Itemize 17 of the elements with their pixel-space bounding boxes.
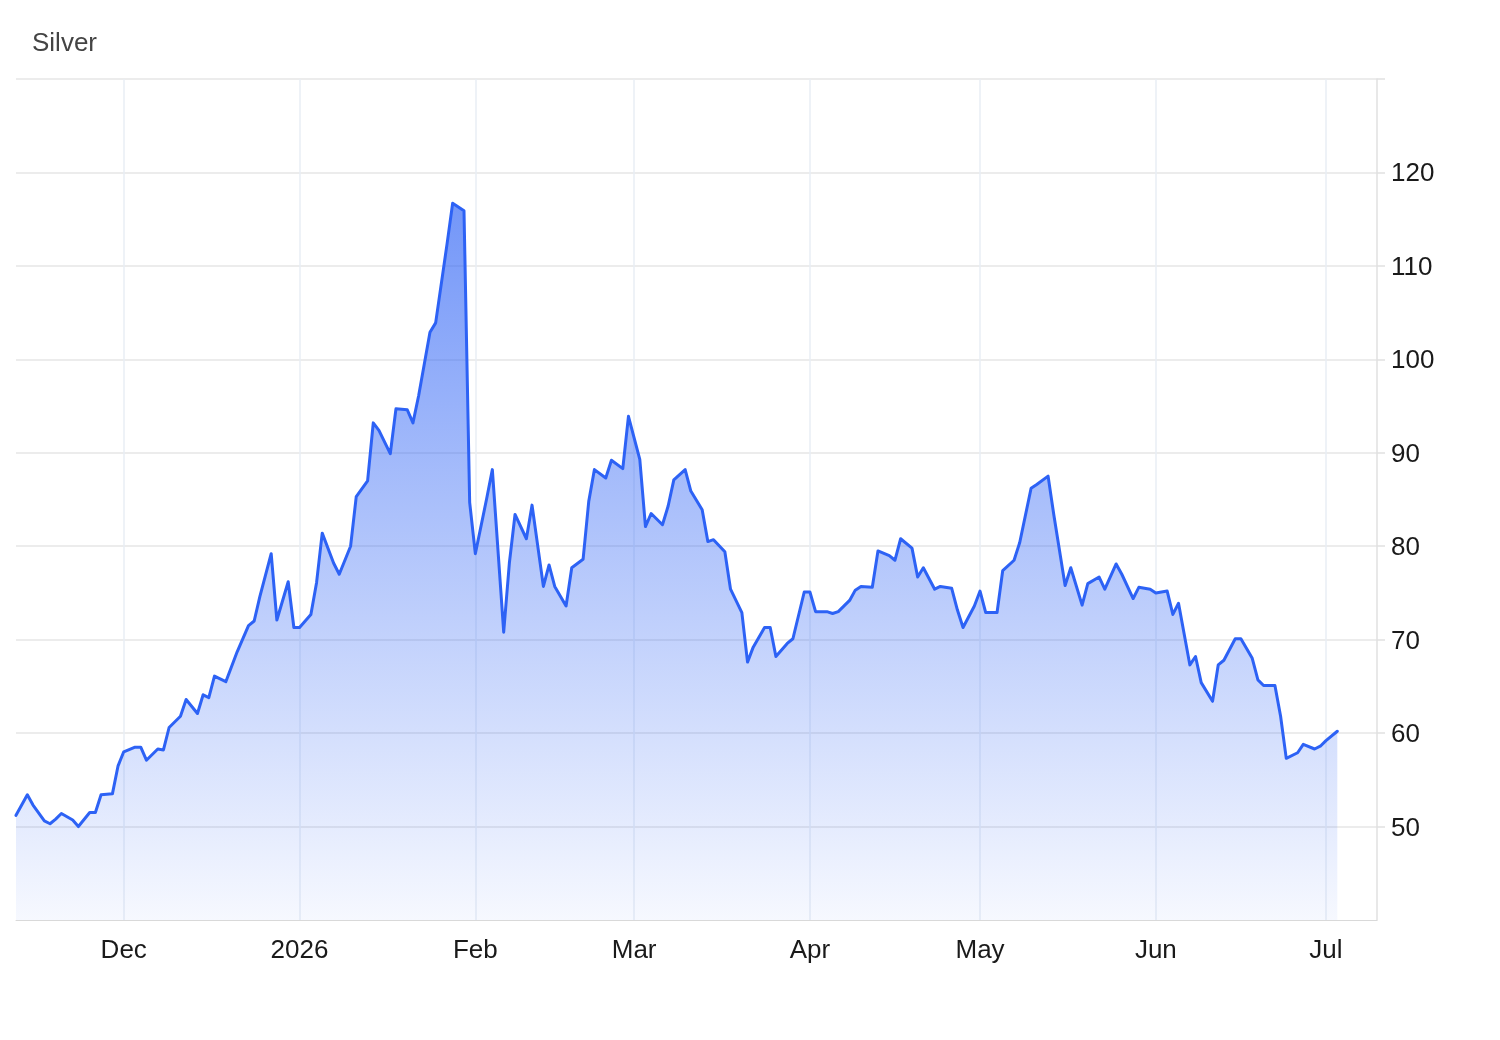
x-tick-label: Jun — [1134, 934, 1177, 964]
y-tick-label: 80 — [1391, 531, 1420, 562]
y-tick-label: 70 — [1391, 624, 1420, 655]
y-tick-label: 100 — [1391, 344, 1435, 375]
x-tick-label: Apr — [789, 934, 831, 964]
y-tick-label: 120 — [1391, 157, 1435, 188]
y-tick-label: 50 — [1391, 811, 1420, 842]
x-tick-label: May — [955, 934, 1005, 964]
x-tick-label: Dec — [100, 934, 147, 964]
y-tick-label: 90 — [1391, 437, 1420, 468]
y-tick-label: 60 — [1391, 718, 1420, 749]
x-tick-label: Mar — [611, 934, 657, 964]
x-tick-label: Feb — [452, 934, 498, 964]
x-tick-label: 2026 — [270, 934, 329, 964]
x-tick-label: Jul — [1309, 934, 1343, 964]
y-tick-label: 110 — [1391, 250, 1433, 281]
chart-title: Silver — [32, 27, 98, 57]
